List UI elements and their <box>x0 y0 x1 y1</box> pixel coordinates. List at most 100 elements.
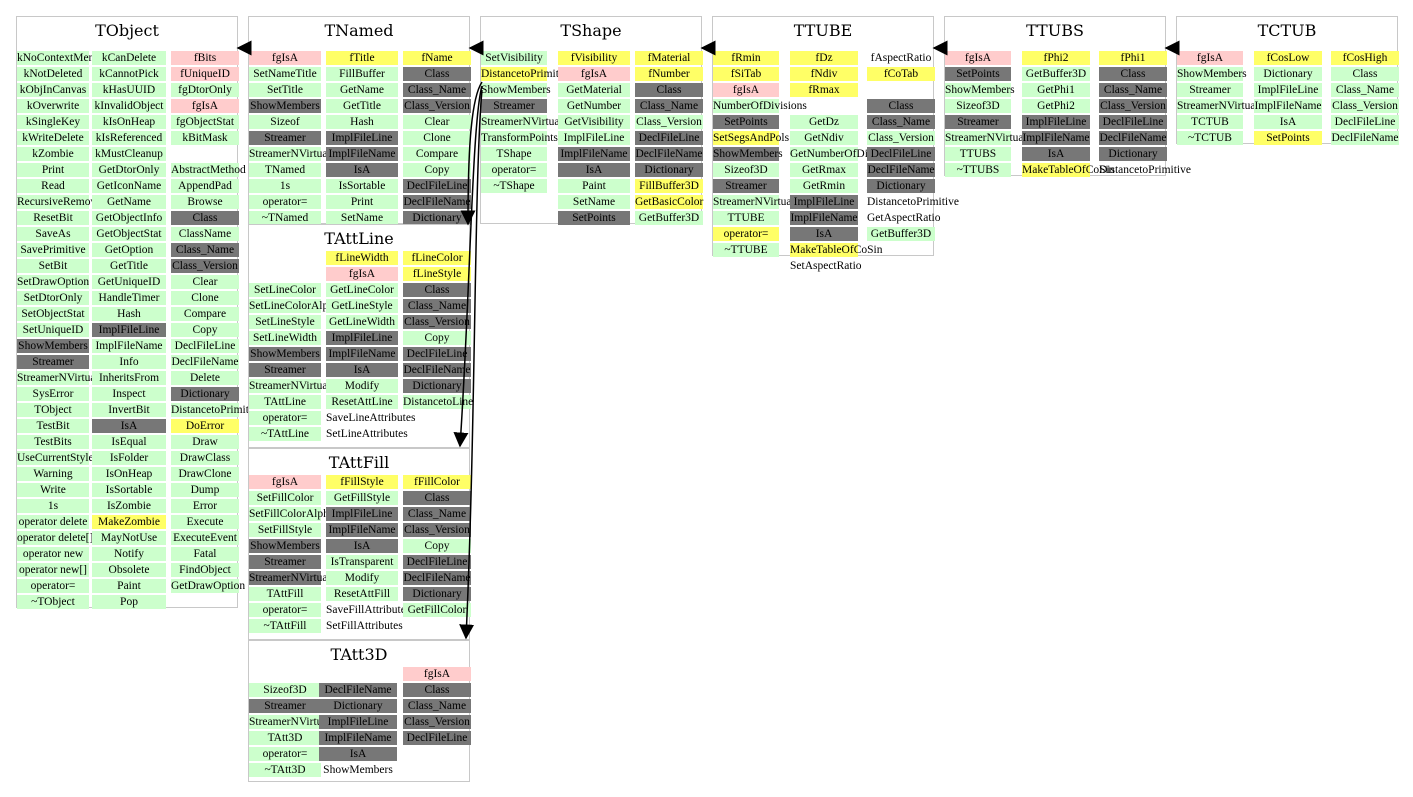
member-cell: GetLineWidth <box>326 315 398 329</box>
member-cell: SetPoints <box>558 211 630 225</box>
member-cell: Clear <box>171 275 239 289</box>
member-cell: fgIsA <box>945 51 1011 65</box>
member-cell: fgIsA <box>403 667 471 681</box>
member-cell: fgIsA <box>558 67 630 81</box>
member-cell: ImplFileName <box>92 339 166 353</box>
member-cell: TestBits <box>17 435 89 449</box>
member-cell: SetPoints <box>713 115 779 129</box>
member-cell: ShowMembers <box>249 99 321 113</box>
member-cell: IsZombie <box>92 499 166 513</box>
member-cell: Streamer <box>249 555 321 569</box>
member-cell: Class_Name <box>403 699 471 713</box>
member-cell: Compare <box>171 307 239 321</box>
member-cell: SetPoints <box>945 67 1011 81</box>
member-cell: GetFillStyle <box>326 491 398 505</box>
member-cell: GetIconName <box>92 179 166 193</box>
member-cell: IsA <box>558 163 630 177</box>
member-cell: Info <box>92 355 166 369</box>
member-cell: Inspect <box>92 387 166 401</box>
member-cell: ImplFileLine <box>326 331 398 345</box>
member-cell: NumberOfDivisions <box>713 99 807 113</box>
member-cell: kMustCleanup <box>92 147 166 161</box>
member-cell: DeclFileLine <box>403 179 471 193</box>
member-cell: DrawClass <box>171 451 239 465</box>
member-cell: StreamerNVirtual <box>713 195 795 209</box>
member-cell: DrawClone <box>171 467 239 481</box>
member-cell: DeclFileLine <box>635 131 703 145</box>
member-cell: ~TAtt3D <box>249 763 321 777</box>
member-cell: ~TCTUB <box>1177 131 1243 145</box>
member-cell: TTUBS <box>945 147 1011 161</box>
member-cell: GetObjectStat <box>92 227 166 241</box>
class-box-tatt3d: TAtt3D Sizeof3D Streamer StreamerNVirtual TA… <box>248 640 471 782</box>
class-box-tnamed: TNamed fgIsA SetNameTitle SetTitle ShowMembe… <box>248 16 471 225</box>
member-cell: fgIsA <box>249 51 321 65</box>
member-cell: ~TAttLine <box>249 427 321 441</box>
member-cell: SavePrimitive <box>17 243 89 257</box>
member-cell: GetTitle <box>326 99 398 113</box>
member-cell: IsA <box>326 363 398 377</box>
member-cell: DeclFileName <box>635 147 703 161</box>
member-cell: fDz <box>790 51 858 65</box>
member-cell: Clone <box>171 291 239 305</box>
member-cell: kIsOnHeap <box>92 115 166 129</box>
member-cell: IsSortable <box>326 179 398 193</box>
member-cell: InvertBit <box>92 403 166 417</box>
class-title: TObject <box>95 21 159 40</box>
member-cell: Streamer <box>249 363 321 377</box>
member-cell: 1s <box>249 179 321 193</box>
member-cell: IsA <box>1022 147 1090 161</box>
member-cell: operator= <box>713 227 779 241</box>
member-cell: Class <box>403 683 471 697</box>
member-cell: MakeTableOfCoSin <box>1022 163 1115 177</box>
member-cell: operator= <box>17 579 89 593</box>
member-cell: fUniqueID <box>171 67 239 81</box>
member-cell: SetName <box>326 211 398 225</box>
member-cell: ImplFileName <box>326 147 398 161</box>
member-cell: GetUniqueID <box>92 275 166 289</box>
member-cell: SetNameTitle <box>249 67 321 81</box>
member-cell: Dictionary <box>319 699 397 713</box>
class-box-tattfill: TAttFill fgIsA SetFillColor SetFillColorAlp… <box>248 448 471 640</box>
member-cell: IsA <box>319 747 397 761</box>
member-cell: Clone <box>403 131 471 145</box>
member-cell: kOverwrite <box>17 99 89 113</box>
class-box-tctub: TCTUB fgIsA ShowMembers Streamer StreamerNVi… <box>1176 16 1399 145</box>
member-cell: ImplFileName <box>558 147 630 161</box>
member-cell: DeclFileName <box>403 571 471 585</box>
member-cell: fLineWidth <box>326 251 398 265</box>
member-cell: ~TTUBS <box>945 163 1011 177</box>
member-cell: Class <box>867 99 935 113</box>
member-cell: SetLineWidth <box>249 331 321 345</box>
member-cell: Class_Version <box>1099 99 1167 113</box>
member-cell: GetLineColor <box>326 283 398 297</box>
member-cell: Class_Name <box>171 243 239 257</box>
member-cell: SetName <box>558 195 630 209</box>
member-cell: DeclFileName <box>403 363 471 377</box>
member-cell: GetDrawOption <box>171 579 246 593</box>
member-cell: Class <box>1099 67 1167 81</box>
member-cell: Copy <box>171 323 239 337</box>
member-cell: GetNumber <box>558 99 630 113</box>
member-cell: Notify <box>92 547 166 561</box>
member-cell: Dictionary <box>403 211 471 225</box>
member-cell: Modify <box>326 571 398 585</box>
member-cell: SysError <box>17 387 89 401</box>
member-cell: ImplFileLine <box>790 195 858 209</box>
member-cell: fFillColor <box>403 475 471 489</box>
member-cell: StreamerNVirtual <box>945 131 1027 145</box>
member-cell: Print <box>17 163 89 177</box>
member-cell: Paint <box>92 579 166 593</box>
member-cell: DistancetoPrimitive <box>867 196 959 208</box>
member-cell: ImplFileName <box>1022 131 1090 145</box>
member-cell: fgIsA <box>713 83 779 97</box>
member-cell: fgIsA <box>249 475 321 489</box>
member-cell: Sizeof3D <box>713 163 779 177</box>
member-cell: StreamerNVirtual <box>17 371 99 385</box>
member-cell: FindObject <box>171 563 239 577</box>
member-cell: DeclFileLine <box>1099 115 1167 129</box>
member-cell: kNotDeleted <box>17 67 89 81</box>
member-cell: Class_Name <box>403 299 471 313</box>
member-cell: ImplFileName <box>326 347 398 361</box>
